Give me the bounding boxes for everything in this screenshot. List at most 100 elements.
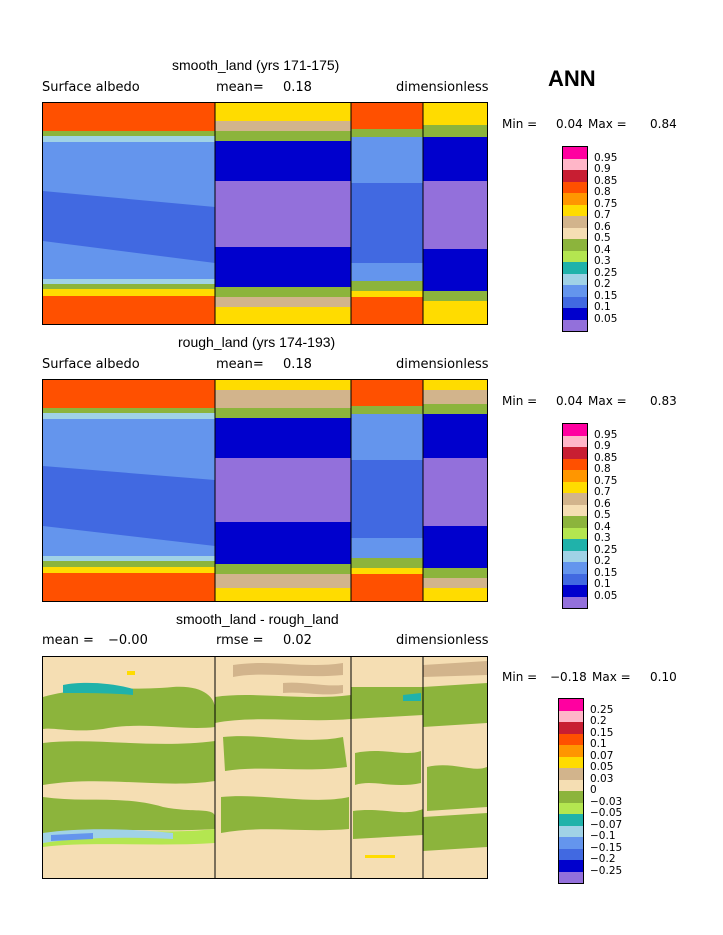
colorbar-swatch xyxy=(559,848,583,860)
colorbar-swatch xyxy=(563,181,587,193)
panel1-colorbar xyxy=(562,146,588,332)
colorbar-tick-label: 0.95 xyxy=(594,428,618,441)
panel1-min-label: Min = xyxy=(502,117,538,131)
colorbar-swatch xyxy=(559,837,583,849)
panel3-max-label: Max = xyxy=(592,670,631,684)
panel1-units: dimensionless xyxy=(396,80,489,95)
colorbar-tick-label: −0.2 xyxy=(590,853,616,865)
panel3-mean-value: −0.00 xyxy=(108,633,148,648)
colorbar-swatch xyxy=(563,435,587,447)
colorbar-tick-label: −0.03 xyxy=(590,795,623,808)
colorbar-tick-label: 0.2 xyxy=(594,278,611,290)
panel2-map xyxy=(42,379,488,602)
colorbar-swatch xyxy=(563,458,587,470)
colorbar-swatch xyxy=(563,308,587,320)
colorbar-swatch xyxy=(563,573,587,585)
colorbar-tick-label: 0.25 xyxy=(594,266,618,279)
colorbar-tick-label: 0.75 xyxy=(594,474,618,487)
panel3-min-label: Min = xyxy=(502,670,538,684)
colorbar-swatch xyxy=(563,204,587,216)
panel1-max-value: 0.84 xyxy=(650,117,677,131)
colorbar-swatch xyxy=(559,825,583,837)
colorbar-swatch xyxy=(559,802,583,814)
colorbar-swatch xyxy=(563,158,587,170)
colorbar-swatch xyxy=(563,239,587,251)
colorbar-swatch xyxy=(559,871,583,883)
colorbar-tick-label: 0.1 xyxy=(594,578,611,590)
panel2-min-value: 0.04 xyxy=(556,394,583,408)
colorbar-tick-label: 0.7 xyxy=(594,209,611,221)
colorbar-swatch xyxy=(563,493,587,505)
panel3-title: smooth_land - rough_land xyxy=(176,611,339,627)
colorbar-swatch xyxy=(559,699,583,711)
panel3-max-value: 0.10 xyxy=(650,670,677,684)
colorbar-swatch xyxy=(563,550,587,562)
colorbar-swatch xyxy=(563,319,587,331)
colorbar-tick-label: 0.5 xyxy=(594,232,611,244)
colorbar-tick-label: 0.1 xyxy=(590,738,607,750)
panel3-min-value: −0.18 xyxy=(550,670,587,684)
colorbar-swatch xyxy=(563,424,587,436)
colorbar-swatch xyxy=(559,722,583,734)
colorbar-tick-label: 0.07 xyxy=(590,749,614,762)
panel2-colorbar xyxy=(562,423,588,609)
panel3-map xyxy=(42,656,488,879)
panel2-mean-value: 0.18 xyxy=(283,357,312,372)
colorbar-swatch xyxy=(559,756,583,768)
colorbar-swatch xyxy=(559,745,583,757)
colorbar-tick-label: 0.4 xyxy=(594,243,611,256)
colorbar-tick-label: 0.8 xyxy=(594,463,611,475)
colorbar-swatch xyxy=(563,285,587,297)
colorbar-tick-label: 0.05 xyxy=(594,589,618,602)
colorbar-swatch xyxy=(563,216,587,228)
panel2-min-label: Min = xyxy=(502,394,538,408)
colorbar-tick-label: −0.05 xyxy=(590,807,623,819)
colorbar-tick-label: 0.2 xyxy=(590,715,607,727)
colorbar-swatch xyxy=(563,170,587,182)
colorbar-tick-label: 0.9 xyxy=(594,163,611,175)
panel3-rmse-value: 0.02 xyxy=(283,633,312,648)
panel1-max-label: Max = xyxy=(588,117,627,131)
panel3-mean-label: mean = xyxy=(42,633,94,648)
panel2-mean-label: mean= xyxy=(216,357,264,372)
colorbar-swatch xyxy=(559,710,583,722)
colorbar-tick-label: 0.6 xyxy=(594,220,611,233)
panel3-rmse-label: rmse = xyxy=(216,633,264,648)
panel3-colorbar xyxy=(558,698,584,884)
colorbar-swatch xyxy=(559,791,583,803)
colorbar-swatch xyxy=(559,860,583,872)
colorbar-tick-label: 0.15 xyxy=(590,726,614,739)
colorbar-tick-label: 0.9 xyxy=(594,440,611,452)
panel3-units: dimensionless xyxy=(396,633,489,648)
colorbar-tick-label: 0.95 xyxy=(594,151,618,164)
colorbar-swatch xyxy=(563,562,587,574)
colorbar-swatch xyxy=(563,585,587,597)
colorbar-swatch xyxy=(563,504,587,516)
colorbar-tick-label: 0.7 xyxy=(594,486,611,498)
colorbar-tick-label: 0.85 xyxy=(594,174,618,187)
panel1-map xyxy=(42,102,488,325)
colorbar-swatch xyxy=(559,768,583,780)
colorbar-tick-label: 0.3 xyxy=(594,255,611,267)
colorbar-tick-label: 0.05 xyxy=(594,312,618,325)
season-label: ANN xyxy=(548,66,596,91)
colorbar-swatch xyxy=(563,596,587,608)
colorbar-swatch xyxy=(563,147,587,159)
panel1-title: smooth_land (yrs 171-175) xyxy=(172,57,340,73)
colorbar-swatch xyxy=(563,262,587,274)
colorbar-swatch xyxy=(563,296,587,308)
colorbar-swatch xyxy=(563,527,587,539)
colorbar-swatch xyxy=(563,516,587,528)
colorbar-tick-label: 0.25 xyxy=(594,543,618,556)
colorbar-swatch xyxy=(563,227,587,239)
colorbar-swatch xyxy=(559,814,583,826)
colorbar-tick-label: 0.8 xyxy=(594,186,611,198)
colorbar-tick-label: 0.5 xyxy=(594,509,611,521)
panel2-max-label: Max = xyxy=(588,394,627,408)
panel1-mean-value: 0.18 xyxy=(283,80,312,95)
colorbar-tick-label: 0.6 xyxy=(594,497,611,510)
panel1-mean-label: mean= xyxy=(216,80,264,95)
panel1-variable: Surface albedo xyxy=(42,80,140,95)
colorbar-swatch xyxy=(563,470,587,482)
colorbar-swatch xyxy=(563,193,587,205)
